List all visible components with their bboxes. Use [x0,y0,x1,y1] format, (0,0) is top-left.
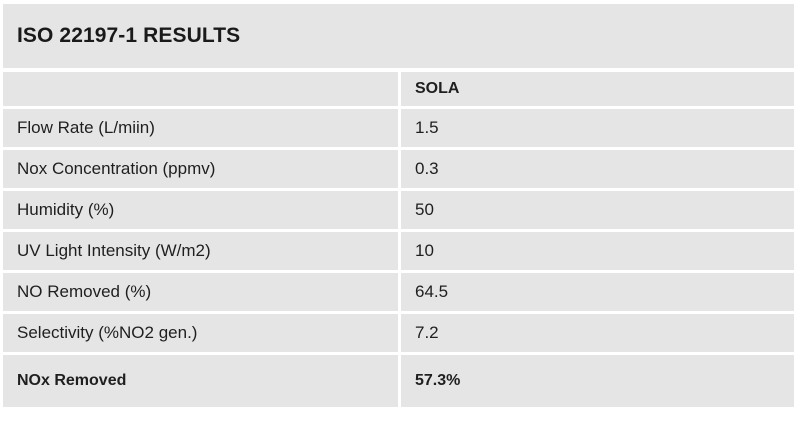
table-row-selectivity: Selectivity (%NO2 gen.) 7.2 [3,314,794,352]
row-label: Humidity (%) [3,191,398,229]
table-row-flow-rate: Flow Rate (L/miin) 1.5 [3,109,794,147]
row-label: Selectivity (%NO2 gen.) [3,314,398,352]
table-row-humidity: Humidity (%) 50 [3,191,794,229]
total-value: 57.3% [401,355,794,407]
row-value: 10 [401,232,794,270]
total-label: NOx Removed [3,355,398,407]
row-value: 0.3 [401,150,794,188]
table-title: ISO 22197-1 RESULTS [17,24,241,47]
row-value: 64.5 [401,273,794,311]
row-value: 50 [401,191,794,229]
table-title-bar: ISO 22197-1 RESULTS [3,4,794,68]
row-label: NO Removed (%) [3,273,398,311]
table-row-nox-concentration: Nox Concentration (ppmv) 0.3 [3,150,794,188]
table-row-uv-light-intensity: UV Light Intensity (W/m2) 10 [3,232,794,270]
table-header-row: SOLA [3,72,794,106]
row-value: 1.5 [401,109,794,147]
table-row-nox-removed-total: NOx Removed 57.3% [3,355,794,407]
row-label: UV Light Intensity (W/m2) [3,232,398,270]
table-row-no-removed: NO Removed (%) 64.5 [3,273,794,311]
header-label-cell [3,72,398,106]
row-value: 7.2 [401,314,794,352]
results-table: ISO 22197-1 RESULTS SOLA Flow Rate (L/mi… [3,4,794,410]
header-column-sola: SOLA [401,72,794,106]
row-label: Flow Rate (L/miin) [3,109,398,147]
row-label: Nox Concentration (ppmv) [3,150,398,188]
